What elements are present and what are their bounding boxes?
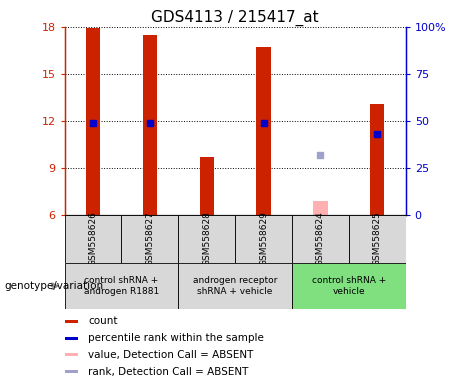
Bar xyxy=(370,104,384,215)
Bar xyxy=(235,215,292,263)
Bar xyxy=(292,215,349,263)
Bar xyxy=(65,353,78,356)
Text: percentile rank within the sample: percentile rank within the sample xyxy=(89,333,264,343)
Bar xyxy=(65,320,78,323)
Text: control shRNA +
vehicle: control shRNA + vehicle xyxy=(312,276,386,296)
Text: GSM558629: GSM558629 xyxy=(259,212,268,266)
Text: value, Detection Call = ABSENT: value, Detection Call = ABSENT xyxy=(89,350,254,360)
Bar xyxy=(178,215,235,263)
Bar xyxy=(313,201,327,215)
Bar xyxy=(200,157,214,215)
Text: androgen receptor
shRNA + vehicle: androgen receptor shRNA + vehicle xyxy=(193,276,278,296)
Bar xyxy=(178,263,292,309)
Bar xyxy=(65,263,178,309)
Bar xyxy=(256,47,271,215)
Bar xyxy=(349,215,406,263)
Text: GSM558627: GSM558627 xyxy=(145,212,154,266)
Bar xyxy=(121,215,178,263)
Text: GSM558625: GSM558625 xyxy=(373,212,382,266)
Bar xyxy=(65,370,78,373)
Bar xyxy=(65,337,78,340)
Title: GDS4113 / 215417_at: GDS4113 / 215417_at xyxy=(151,9,319,25)
Text: control shRNA +
androgen R1881: control shRNA + androgen R1881 xyxy=(84,276,159,296)
Text: GSM558626: GSM558626 xyxy=(89,212,97,266)
Bar xyxy=(86,28,100,215)
Text: GSM558628: GSM558628 xyxy=(202,212,211,266)
Text: count: count xyxy=(89,316,118,326)
Text: rank, Detection Call = ABSENT: rank, Detection Call = ABSENT xyxy=(89,367,249,377)
Bar xyxy=(65,215,121,263)
Text: GSM558624: GSM558624 xyxy=(316,212,325,266)
Bar xyxy=(143,35,157,215)
Bar xyxy=(292,263,406,309)
Text: genotype/variation: genotype/variation xyxy=(5,281,104,291)
